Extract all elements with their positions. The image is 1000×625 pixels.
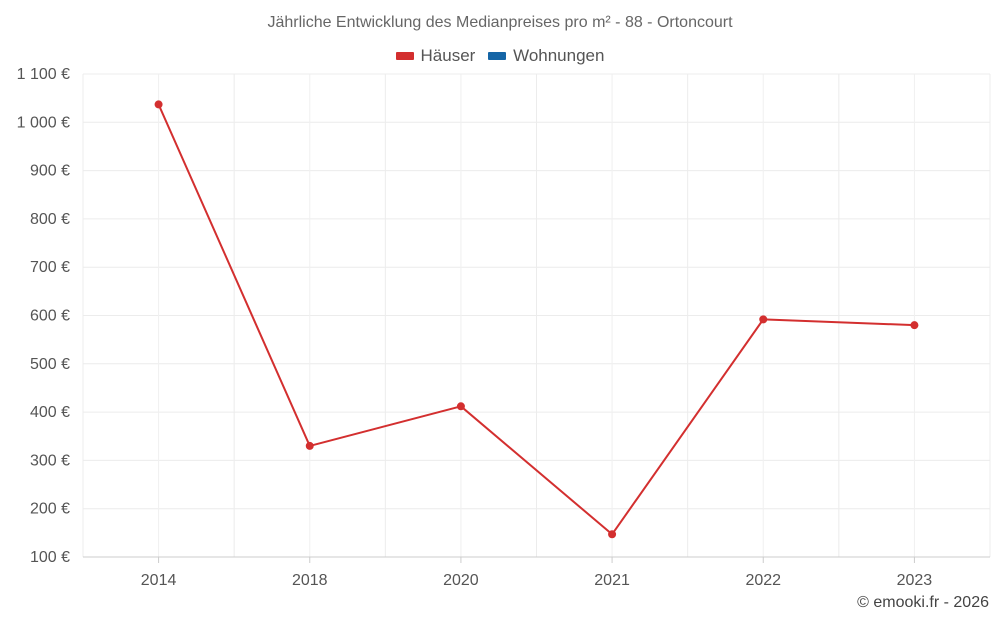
x-tick-label: 2018 xyxy=(292,572,328,589)
y-tick-label: 500 € xyxy=(30,356,70,373)
data-point[interactable] xyxy=(305,441,314,450)
series-line-0 xyxy=(157,104,915,536)
y-tick-label: 400 € xyxy=(30,404,70,421)
legend-swatch-haeuser xyxy=(395,52,414,60)
legend-label-wohnungen: Wohnungen xyxy=(513,46,605,65)
y-tick-label: 600 € xyxy=(30,308,70,325)
legend-swatch-wohnungen xyxy=(488,52,507,60)
x-tick-label: 2020 xyxy=(443,572,479,589)
data-point[interactable] xyxy=(608,530,617,539)
y-tick-label: 200 € xyxy=(30,501,70,518)
axes: 100 € 200 € 300 € 400 € 500 € 600 € 700 € 800 €… xyxy=(17,66,990,589)
legend-item-haeuser[interactable]: Häuser xyxy=(395,46,476,66)
grid xyxy=(82,73,991,557)
copyright-notice: © emooki.fr - 2026 xyxy=(857,594,989,611)
x-tick-label: 2021 xyxy=(594,572,630,589)
y-tick-label: 300 € xyxy=(30,452,70,469)
legend-item-wohnungen[interactable]: Wohnungen xyxy=(488,46,604,66)
x-tick-label: 2022 xyxy=(745,572,781,589)
chart-title: Jährliche Entwicklung des Medianpreises … xyxy=(267,14,733,31)
data-point[interactable] xyxy=(759,315,768,324)
y-tick-label: 700 € xyxy=(30,259,70,276)
x-tick-label: 2023 xyxy=(897,572,933,589)
y-tick-label: 800 € xyxy=(30,211,70,228)
x-tick-label: 2014 xyxy=(141,572,177,589)
data-point[interactable] xyxy=(154,100,163,109)
legend-label-haeuser: Häuser xyxy=(420,46,476,65)
y-tick-label: 900 € xyxy=(30,163,70,180)
y-tick-label: 1 000 € xyxy=(17,114,70,131)
data-point[interactable] xyxy=(456,402,465,411)
legend: Häuser Wohnungen xyxy=(0,45,1000,66)
series-layer xyxy=(154,100,919,539)
data-point[interactable] xyxy=(910,321,919,330)
y-tick-label: 1 100 € xyxy=(17,66,70,83)
y-tick-label: 100 € xyxy=(30,549,70,566)
